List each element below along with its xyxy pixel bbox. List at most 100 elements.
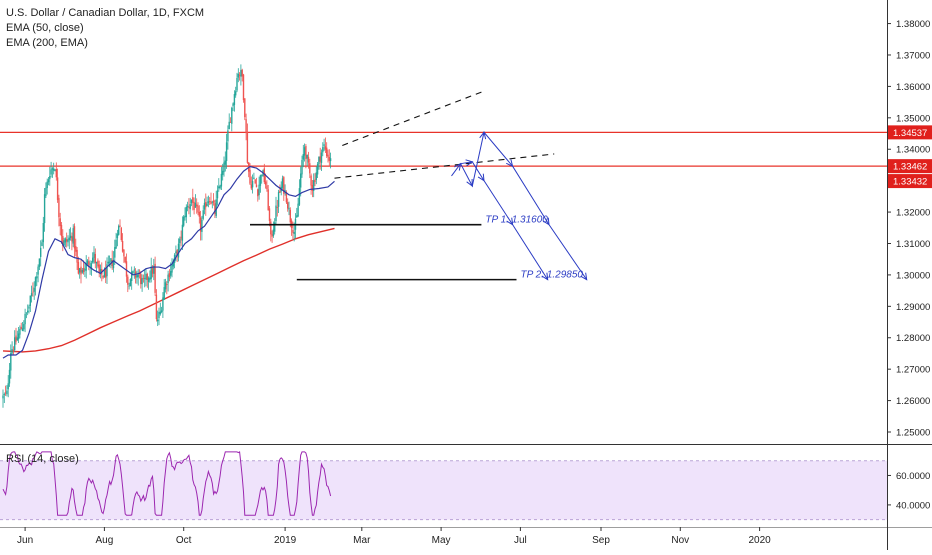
candle-body	[8, 369, 11, 384]
candle-body	[242, 74, 245, 101]
candle	[43, 188, 46, 232]
candle-body	[7, 383, 9, 390]
candle-body	[261, 175, 263, 177]
candle	[248, 162, 250, 178]
candle-body	[305, 145, 307, 160]
candle	[244, 98, 246, 121]
candle	[222, 163, 224, 181]
candle-body	[212, 200, 215, 203]
candle	[212, 193, 215, 206]
candle-body	[297, 203, 299, 217]
candle-body	[12, 349, 15, 351]
candle-body	[137, 274, 139, 278]
candle	[199, 210, 202, 241]
candle	[23, 320, 25, 332]
candle	[193, 197, 195, 215]
candle-body	[63, 240, 65, 246]
candle	[45, 182, 47, 198]
candle-body	[51, 168, 54, 170]
candle	[237, 68, 239, 83]
chart-title: U.S. Dollar / Canadian Dollar, 1D, FXCM	[6, 7, 205, 19]
candle	[310, 173, 312, 195]
candle-body	[27, 310, 29, 313]
candle-body	[199, 217, 202, 232]
candle	[227, 125, 229, 150]
candle	[267, 184, 269, 211]
price-label-text: 1.33432	[893, 177, 927, 188]
candle-body	[196, 204, 198, 207]
candle	[80, 259, 82, 284]
time-tick-label: Jul	[514, 535, 527, 546]
candle	[107, 255, 109, 265]
ema50-line	[2, 165, 335, 359]
candle-body	[112, 259, 115, 269]
candle-body	[128, 285, 130, 287]
candle-body	[288, 207, 290, 210]
candle	[144, 269, 146, 288]
price-tick-label: 1.30000	[896, 270, 930, 281]
candle	[215, 190, 217, 219]
candle	[73, 223, 76, 258]
candle	[180, 230, 182, 247]
candle	[287, 198, 289, 212]
candle-body	[106, 264, 108, 277]
candle	[149, 270, 151, 283]
candle	[190, 199, 193, 207]
candle-body	[189, 204, 191, 210]
candle-body	[302, 154, 304, 160]
target-label-1: TP 1: 1.31600	[485, 215, 548, 226]
candle-body	[97, 260, 99, 267]
candle	[11, 341, 13, 356]
candle-body	[281, 178, 284, 188]
candle-body	[47, 179, 50, 183]
candle-body	[157, 319, 159, 322]
candle	[141, 274, 143, 292]
candle	[314, 173, 316, 187]
candle-body	[223, 162, 225, 173]
candle	[214, 199, 216, 219]
rsi-tick-label: 40.0000	[896, 500, 930, 511]
candle-body	[210, 201, 212, 204]
price-tick-label: 1.34000	[896, 145, 930, 156]
candle	[302, 144, 304, 168]
projection-arrowhead	[506, 159, 514, 168]
candle-body	[123, 249, 125, 257]
candle-body	[175, 251, 177, 254]
candle-body	[67, 239, 69, 243]
candle-body	[216, 190, 219, 199]
candle	[63, 237, 65, 247]
candle	[93, 246, 95, 264]
candle-body	[102, 275, 104, 278]
candle-body	[24, 313, 26, 325]
candle-body	[55, 169, 57, 178]
candle-body	[103, 270, 106, 278]
candle-body	[205, 202, 207, 208]
candle-body	[121, 241, 124, 252]
candle-body	[75, 246, 77, 252]
drawings: TP 1: 1.31600 TP 2: 1.29850	[250, 90, 588, 281]
candle	[164, 278, 167, 293]
candle-body	[224, 160, 226, 165]
candle-body	[49, 176, 51, 180]
candle-body	[194, 202, 197, 208]
candle	[328, 149, 330, 167]
candle-body	[34, 277, 37, 287]
indicator-ema200: EMA (200, EMA)	[6, 37, 88, 49]
candle-body	[95, 262, 98, 264]
candle	[240, 64, 242, 86]
candle	[183, 215, 185, 228]
candle	[246, 123, 249, 164]
candle	[202, 205, 204, 221]
candle-body	[315, 172, 317, 181]
time-tick-label: May	[432, 535, 451, 546]
candle-body	[181, 224, 184, 241]
candle-body	[293, 231, 295, 234]
candle-body	[147, 277, 150, 282]
candle-body	[151, 267, 154, 274]
candle-body	[198, 211, 200, 217]
candle	[319, 147, 321, 170]
candle	[62, 229, 64, 252]
candle	[82, 260, 85, 275]
